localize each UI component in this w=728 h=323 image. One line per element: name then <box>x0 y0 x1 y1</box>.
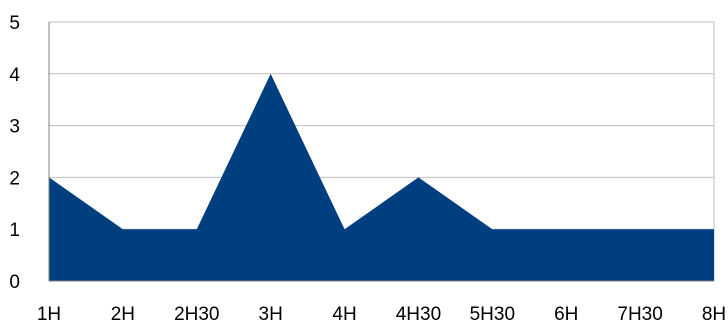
axes <box>48 22 714 282</box>
x-tick-labels: 1H 2H 2H30 3H 4H 4H30 5H30 6H 7H30 8H <box>37 304 726 323</box>
x-tick-label-7H30: 7H30 <box>617 304 662 323</box>
x-tick-label-5H30: 5H30 <box>470 304 515 323</box>
series-area <box>49 73 714 281</box>
y-tick-label-3: 3 <box>9 117 20 138</box>
x-tick-label-2H: 2H <box>111 304 135 323</box>
y-tick-label-2: 2 <box>9 168 20 189</box>
y-tick-label-0: 0 <box>9 272 20 293</box>
x-tick-label-1H: 1H <box>37 304 61 323</box>
y-tick-labels: 0 1 2 3 4 5 <box>9 13 20 293</box>
x-tick-label-4H30: 4H30 <box>396 304 441 323</box>
y-tick-label-5: 5 <box>9 13 20 34</box>
x-tick-label-3H: 3H <box>259 304 283 323</box>
area-series-0 <box>49 73 714 281</box>
x-tick-label-2H30: 2H30 <box>174 304 219 323</box>
y-tick-label-1: 1 <box>9 220 20 241</box>
y-tick-label-4: 4 <box>9 65 20 86</box>
x-tick-label-6H: 6H <box>554 304 578 323</box>
x-tick-label-8H: 8H <box>702 304 726 323</box>
x-tick-label-4H: 4H <box>332 304 356 323</box>
